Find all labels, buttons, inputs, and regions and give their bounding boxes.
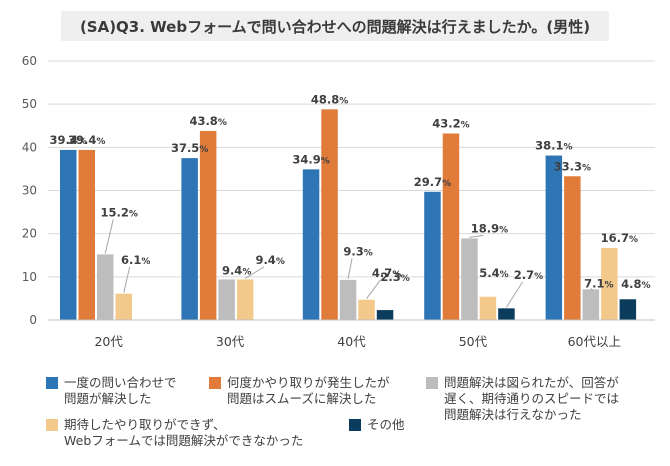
bar: [479, 296, 497, 320]
leader-line: [244, 266, 265, 279]
bar: [376, 310, 394, 320]
legend-label: その他: [367, 417, 405, 432]
axes: 0 10 20 30 40 50 60 20代 30代 40代 50代 60代以上: [22, 54, 655, 349]
data-label: 38.1%: [535, 139, 572, 153]
data-labels: 39.4%39.4% 15.2% 6.1% 37.5% 43.8% 9.4% 9.4% 34.…: [50, 92, 651, 291]
data-label: 9.4%: [222, 264, 251, 278]
legend-swatch: [209, 377, 221, 389]
data-label: 48.8%: [311, 92, 348, 106]
bar: [601, 247, 618, 320]
data-label: 34.9%: [292, 152, 329, 166]
legend-label: 期待したやり取りができず、 Webフォームでは問題解決ができなかった: [64, 417, 304, 448]
legend-item-other: その他: [349, 417, 405, 433]
leader-lines: [104, 219, 594, 308]
data-label: 2.3%: [380, 270, 409, 284]
legend-label: 一度の問い合わせで 問題が解決した: [64, 375, 177, 406]
leader-line: [123, 266, 131, 293]
bar: [60, 149, 77, 320]
bar: [564, 176, 581, 320]
data-label: 4.7%: [372, 266, 401, 280]
legend: 一度の問い合わせで 問題が解決した 何度かやり取りが発生したが 問題はスムーズに…: [46, 375, 646, 460]
data-label: 9.3%: [343, 244, 372, 258]
bar: [545, 155, 563, 320]
data-label: 2.7%: [514, 268, 543, 282]
data-label: 7.1%: [584, 277, 613, 291]
bar: [498, 308, 515, 320]
x-tick-label: 40代: [337, 334, 366, 349]
bar: [619, 299, 637, 320]
legend-item-not-resolved: 期待したやり取りができず、 Webフォームでは問題解決ができなかった: [46, 417, 303, 449]
data-label: 29.7%: [414, 175, 451, 189]
leader-line: [366, 279, 381, 300]
bar: [97, 254, 114, 320]
data-label: 9.4%: [255, 253, 284, 267]
bars: [60, 109, 637, 320]
data-label: 39.4%: [50, 133, 87, 147]
data-label: 4.8%: [621, 277, 650, 291]
data-label: 15.2%: [101, 205, 138, 219]
bar: [199, 130, 217, 320]
bar: [78, 149, 95, 320]
bar: [236, 279, 254, 320]
bar: [461, 238, 478, 320]
y-tick-label: 60: [22, 54, 37, 68]
bar: [115, 293, 132, 320]
chart-title: (SA)Q3. Webフォームで問い合わせへの問題解決は行えましたか。(男性): [61, 11, 609, 41]
x-tick-label: 30代: [216, 334, 245, 349]
legend-swatch: [426, 377, 438, 389]
data-label: 39.4%: [68, 133, 105, 147]
bar: [582, 289, 600, 320]
data-label: 16.7%: [601, 231, 638, 245]
bar: [424, 191, 441, 320]
leader-line: [347, 258, 353, 279]
data-label: 43.2%: [432, 117, 469, 131]
data-label: 43.8%: [189, 114, 226, 128]
bar: [358, 299, 375, 320]
bar: [321, 109, 338, 320]
legend-swatch: [46, 419, 58, 431]
y-tick-label: 10: [22, 270, 37, 284]
y-tick-label: 50: [22, 97, 37, 111]
x-tick-label: 50代: [459, 334, 488, 349]
legend-swatch: [46, 377, 58, 389]
leader-line: [469, 234, 484, 238]
bar: [442, 133, 460, 320]
data-label: 33.3%: [554, 159, 591, 173]
bar: [218, 279, 235, 320]
bar: [181, 158, 198, 320]
legend-label: 何度かやり取りが発生したが 問題はスムーズに解決した: [227, 375, 390, 406]
legend-swatch: [349, 419, 361, 431]
y-tick-label: 20: [22, 227, 37, 241]
legend-item-resolved-smoothly: 何度かやり取りが発生したが 問題はスムーズに解決した: [209, 375, 390, 407]
y-tick-label: 40: [22, 140, 37, 154]
y-tick-label: 30: [22, 184, 37, 198]
data-label: 5.4%: [479, 266, 508, 280]
legend-item-resolved-once: 一度の問い合わせで 問題が解決した: [46, 375, 177, 407]
data-label: 18.9%: [471, 221, 508, 235]
legend-label: 問題解決は図られたが、回答が 遅く、期待通りのスピードでは 問題解決は行えなかっ…: [444, 375, 620, 422]
bar: [339, 279, 357, 320]
leader-line: [104, 219, 114, 254]
legend-item-resolved-slowly: 問題解決は図られたが、回答が 遅く、期待通りのスピードでは 問題解決は行えなかっ…: [426, 375, 619, 423]
bar: [302, 169, 320, 320]
x-tick-label: 60代以上: [568, 334, 621, 349]
data-label: 37.5%: [171, 141, 208, 155]
data-label: 6.1%: [121, 253, 150, 267]
leader-line: [590, 288, 594, 291]
y-tick-label: 0: [29, 313, 37, 327]
leader-line: [506, 281, 523, 308]
x-tick-label: 20代: [94, 334, 123, 349]
